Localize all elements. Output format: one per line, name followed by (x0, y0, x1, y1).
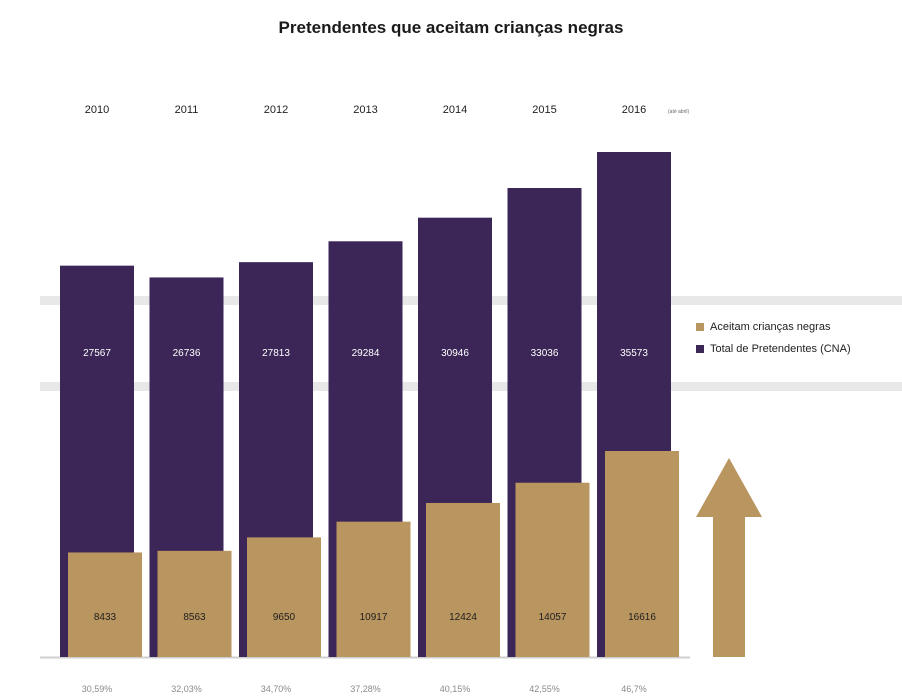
x-tick-label: 2013 (353, 104, 377, 116)
bar-accept (605, 451, 679, 657)
data-label-accept: 10917 (360, 612, 388, 623)
percentage-label: 30,59% (82, 684, 113, 694)
percentage-label: 37,28% (350, 684, 381, 694)
bar-accept (68, 552, 142, 657)
legend-swatch-accept (696, 323, 704, 331)
percentage-label: 34,70% (261, 684, 292, 694)
bar-accept (336, 521, 411, 657)
x-tick-label: 2012 (264, 104, 288, 116)
chart-title: Pretendentes que aceitam crianças negras (278, 18, 624, 37)
percentage-label: 42,55% (529, 684, 560, 694)
data-label-accept: 8433 (94, 612, 117, 623)
data-label-accept: 16616 (628, 612, 656, 623)
data-label-total: 30946 (441, 348, 469, 359)
data-label-total: 27813 (262, 348, 290, 359)
data-label-accept: 8563 (183, 612, 206, 623)
percentage-label: 32,03% (171, 684, 202, 694)
data-label-total: 26736 (173, 348, 201, 359)
bar-accept (157, 550, 232, 657)
bar-accept (426, 502, 500, 657)
data-label-total: 33036 (531, 348, 559, 359)
up-arrow-icon (696, 458, 762, 657)
chart-legend: Aceitam crianças negras Total de Pretend… (696, 316, 851, 360)
legend-item-total: Total de Pretendentes (CNA) (696, 338, 851, 360)
data-label-total: 35573 (620, 348, 648, 359)
bar-accept (515, 482, 590, 657)
percentage-label: 40,15% (440, 684, 471, 694)
x-tick-label: 2016 (622, 104, 646, 116)
data-label-accept: 9650 (273, 612, 296, 623)
x-tick-label: 2014 (443, 104, 467, 116)
legend-item-accept: Aceitam crianças negras (696, 316, 851, 338)
data-label-total: 27567 (83, 348, 111, 359)
x-tick-note: (até abril) (668, 109, 689, 115)
data-label-accept: 14057 (539, 612, 567, 623)
x-tick-label: 2011 (175, 104, 199, 116)
data-label-total: 29284 (352, 348, 380, 359)
percentage-label: 46,7% (621, 684, 647, 694)
data-label-accept: 12424 (449, 612, 477, 623)
bar-accept (247, 537, 321, 657)
x-tick-label: 2015 (532, 104, 556, 116)
legend-label-accept: Aceitam crianças negras (710, 321, 831, 333)
x-tick-label: 2010 (85, 104, 109, 116)
legend-label-total: Total de Pretendentes (CNA) (710, 343, 851, 355)
legend-swatch-total (696, 345, 704, 353)
